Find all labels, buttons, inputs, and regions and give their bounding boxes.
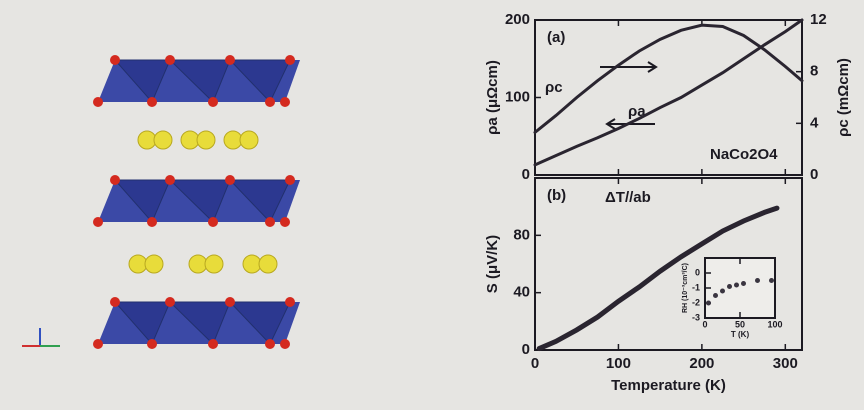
y2-tick-label: 12: [810, 11, 827, 28]
y-axis-label: ρa (μΩcm): [484, 60, 501, 135]
axis-triad: [22, 328, 60, 346]
y-tick-label: 200: [505, 11, 530, 28]
y-tick-label: -3: [692, 312, 700, 322]
data-point: [734, 283, 739, 288]
y-tick-label: 80: [513, 226, 530, 243]
data-point: [727, 284, 732, 289]
x-tick-label: 100: [767, 319, 782, 329]
sodium-atoms: [138, 131, 172, 149]
cobalt-oxide-layer: [93, 297, 300, 349]
x-tick-label: 50: [735, 319, 745, 329]
y-tick-label: 0: [695, 267, 700, 277]
y-tick-label: -1: [692, 282, 700, 292]
data-point: [769, 278, 774, 283]
panel-label: (a): [547, 29, 565, 46]
sodium-atoms: [189, 255, 223, 273]
x-tick-label: 0: [702, 319, 707, 329]
sodium-atoms: [181, 131, 215, 149]
y-tick-label: 0: [522, 166, 530, 183]
x-axis-label: T (K): [731, 330, 750, 339]
panel-subtitle: ΔT//ab: [605, 189, 651, 206]
x-tick-label: 300: [773, 355, 798, 372]
y-axis-label: S (μV/K): [484, 235, 501, 293]
data-point: [755, 278, 760, 283]
sodium-atoms: [129, 255, 163, 273]
arrow-right-axis: [600, 62, 656, 72]
x-axis-label: Temperature (K): [611, 377, 726, 394]
sodium-atoms: [224, 131, 258, 149]
y2-axis-label: ρc (mΩcm): [835, 58, 852, 137]
data-point: [713, 293, 718, 298]
y2-tick-label: 0: [810, 166, 818, 183]
x-tick-label: 0: [531, 355, 539, 372]
data-point: [706, 301, 711, 306]
y-tick-label: 100: [505, 88, 530, 105]
y-tick-label: 0: [522, 341, 530, 358]
x-tick-label: 100: [606, 355, 631, 372]
data-point: [720, 289, 725, 294]
data-line: [535, 20, 802, 165]
x-tick-label: 200: [689, 355, 714, 372]
annotation: NaCo2O4: [710, 146, 778, 163]
cobalt-oxide-layer: [93, 55, 300, 107]
y2-tick-label: 8: [810, 63, 818, 80]
plot-frame: [705, 258, 775, 318]
y-tick-label: -2: [692, 297, 700, 307]
y-tick-label: 40: [513, 284, 530, 301]
cobalt-oxide-layer: [93, 175, 300, 227]
data-line: [535, 25, 802, 132]
y2-tick-label: 4: [810, 114, 819, 131]
annotation: ρc: [545, 79, 563, 96]
y-axis-label: RH (10⁻³cm³/C): [682, 263, 689, 313]
sodium-atoms: [243, 255, 277, 273]
figure: 010020004812ρa (μΩcm)ρc (mΩcm)(a)ρcρaNaC…: [0, 0, 864, 410]
data-point: [741, 281, 746, 286]
panel-label: (b): [547, 187, 566, 204]
